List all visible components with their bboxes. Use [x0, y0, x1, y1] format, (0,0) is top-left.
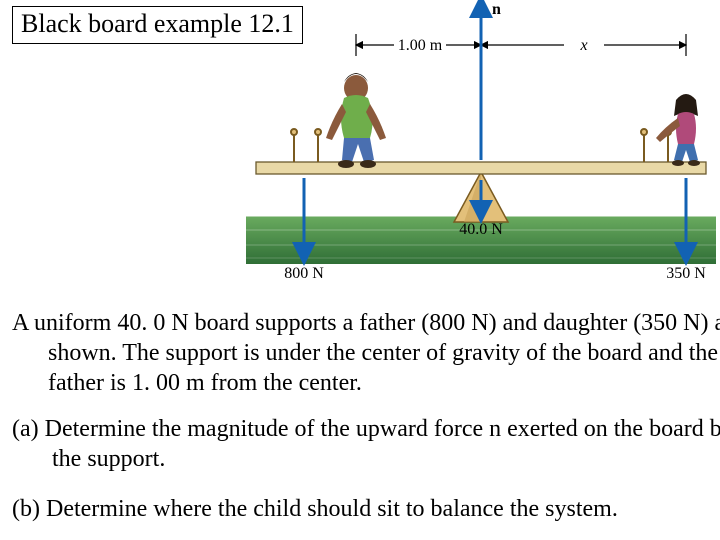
label-weight-father: 800 N: [284, 265, 324, 282]
problem-intro: A uniform 40. 0 N board supports a fathe…: [12, 308, 720, 398]
problem-part-a: (a) Determine the magnitude of the upwar…: [12, 414, 720, 474]
label-dist-right: x: [579, 37, 587, 54]
daughter-figure: [656, 94, 700, 166]
problem-part-b: (b) Determine where the child should sit…: [12, 494, 720, 524]
father-figure: [326, 73, 386, 168]
label-weight-daughter: 350 N: [666, 265, 706, 282]
label-dist-left: 1.00 m: [398, 37, 443, 54]
handle-left: [291, 129, 321, 162]
seesaw-figure: 1.00 m x n 40.0 N 800 N 350 N: [246, 0, 716, 290]
label-weight-board: 40.0 N: [459, 221, 503, 238]
label-n: n: [492, 1, 501, 18]
board: [256, 162, 706, 174]
